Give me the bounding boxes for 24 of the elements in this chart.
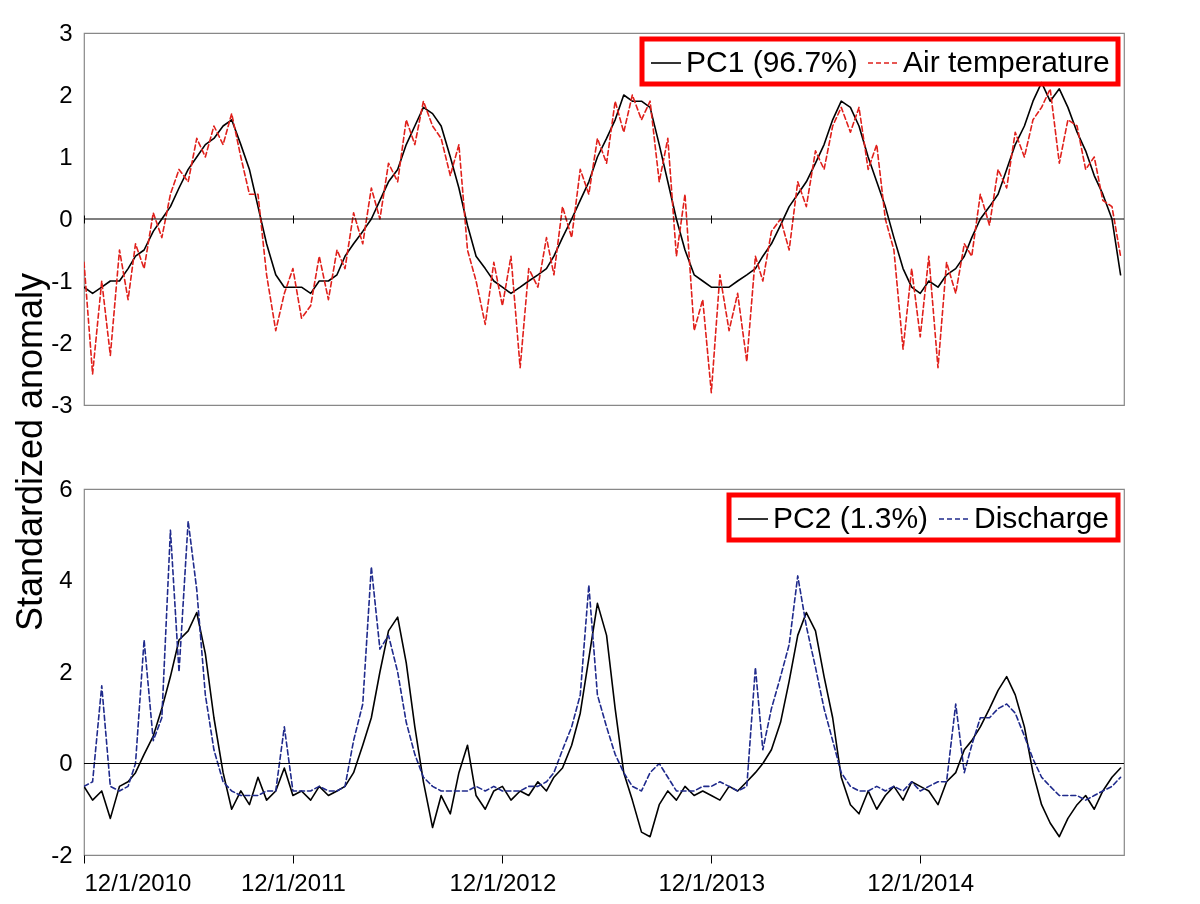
y-tick-label: 0 bbox=[59, 749, 73, 776]
y-tick-label: 2 bbox=[59, 80, 73, 108]
legend-label: PC2 (1.3%) bbox=[773, 501, 929, 534]
x-tick-label: 12/1/2014 bbox=[867, 868, 975, 896]
legend-label: PC1 (96.7%) bbox=[686, 45, 858, 78]
y-tick-label: 1 bbox=[59, 142, 73, 170]
x-tick-label: 12/1/2011 bbox=[240, 868, 346, 896]
y-tick-label: 2 bbox=[59, 657, 73, 685]
line-series bbox=[84, 602, 1122, 838]
y-tick-label: 4 bbox=[59, 566, 73, 593]
y-tick-label: -1 bbox=[51, 266, 73, 294]
x-tick-label: 12/1/2013 bbox=[658, 868, 766, 896]
legend-label: Discharge bbox=[974, 501, 1110, 534]
x-tick-label: 12/1/2012 bbox=[449, 868, 557, 896]
line-series bbox=[84, 88, 1122, 394]
legend-label: Air temperature bbox=[903, 45, 1110, 78]
y-tick-label: 0 bbox=[59, 204, 73, 232]
y-tick-label: -2 bbox=[51, 328, 73, 356]
y-tick-label: -2 bbox=[51, 840, 73, 868]
y-tick-label: 6 bbox=[59, 474, 73, 502]
y-axis-title: Standardized anomaly bbox=[9, 272, 51, 632]
x-tick-label: 12/1/2010 bbox=[84, 868, 192, 896]
y-tick-label: 3 bbox=[59, 18, 73, 46]
y-tick-label: -3 bbox=[51, 390, 73, 418]
